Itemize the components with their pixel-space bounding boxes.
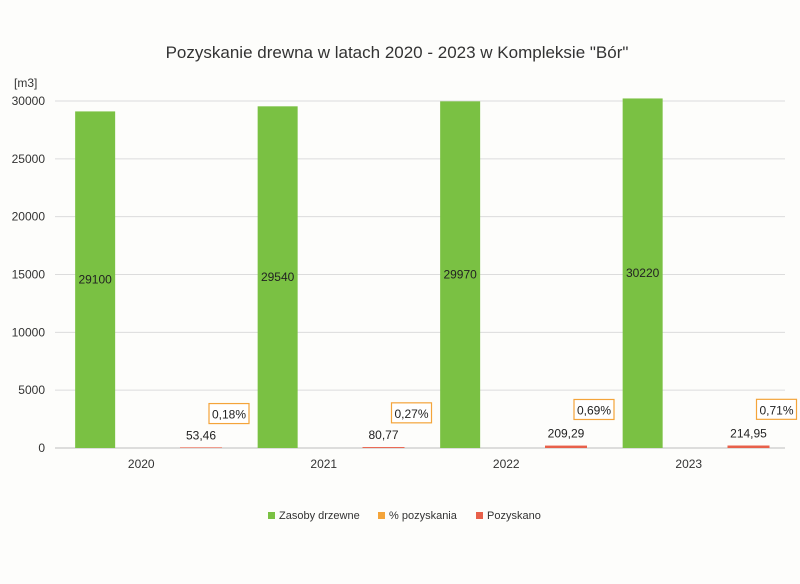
chart-title: Pozyskanie drewna w latach 2020 - 2023 w… bbox=[166, 43, 629, 62]
bar-pozyskano bbox=[545, 445, 587, 448]
y-tick-label: 0 bbox=[38, 441, 45, 455]
bar-zasoby-drzewne bbox=[75, 111, 116, 448]
legend-label: % pozyskania bbox=[389, 510, 458, 522]
x-tick-label: 2021 bbox=[310, 457, 337, 471]
gridlines bbox=[55, 100, 785, 449]
data-label-zasoby: 29970 bbox=[443, 268, 477, 282]
legend-swatch bbox=[268, 512, 275, 519]
y-tick-label: 30000 bbox=[12, 94, 46, 108]
legend-swatch bbox=[476, 512, 483, 519]
y-tick-label: 25000 bbox=[12, 152, 46, 166]
data-labels: 29100 53,46 0,18% 29540 80,77 0,27% 29970 209,2… bbox=[78, 266, 798, 442]
bars bbox=[75, 98, 770, 449]
data-label-box-pct bbox=[755, 398, 798, 420]
legend-label: Zasoby drzewne bbox=[279, 510, 360, 522]
data-label-pozyskano: 214,95 bbox=[730, 427, 767, 441]
data-label-zasoby: 30220 bbox=[626, 266, 660, 280]
data-label-pct: 0,71% bbox=[759, 403, 793, 417]
y-tick-label: 15000 bbox=[12, 268, 46, 282]
bar-zasoby-drzewne bbox=[440, 101, 481, 449]
data-label-zasoby: 29540 bbox=[261, 270, 295, 284]
data-label-zasoby: 29100 bbox=[78, 273, 112, 287]
bar-zasoby-drzewne bbox=[257, 106, 298, 448]
data-label-box-pct bbox=[208, 402, 250, 425]
data-label-pct: 0,27% bbox=[394, 407, 428, 421]
data-label-pct: 0,69% bbox=[577, 403, 611, 417]
bar-pozyskano bbox=[727, 445, 770, 448]
legend-swatch bbox=[378, 512, 385, 519]
data-label-pozyskano: 53,46 bbox=[186, 428, 216, 442]
y-tick-label: 5000 bbox=[18, 383, 45, 397]
x-tick-label: 2023 bbox=[675, 457, 702, 471]
data-label-pozyskano: 209,29 bbox=[548, 427, 585, 441]
data-label-pct: 0,18% bbox=[212, 408, 246, 422]
y-axis-unit-label: [m3] bbox=[14, 76, 37, 90]
data-label-pozyskano: 80,77 bbox=[368, 428, 398, 442]
bar-zasoby-drzewne bbox=[622, 98, 663, 449]
x-tick-label: 2022 bbox=[493, 457, 520, 471]
data-label-box-pct bbox=[390, 402, 433, 424]
bar-pozyskano bbox=[180, 447, 222, 448]
axes: 0 5000 10000 15000 20000 25000 30000 2020 2021 20… bbox=[12, 94, 703, 471]
x-tick-label: 2020 bbox=[128, 457, 155, 471]
legend-label: Pozyskano bbox=[487, 510, 541, 522]
bar-pozyskano bbox=[362, 447, 405, 448]
y-tick-label: 10000 bbox=[12, 325, 46, 339]
data-label-box-pct bbox=[573, 398, 615, 421]
y-tick-label: 20000 bbox=[12, 210, 46, 224]
legend: Zasoby drzewne % pozyskania Pozyskano bbox=[268, 510, 541, 522]
